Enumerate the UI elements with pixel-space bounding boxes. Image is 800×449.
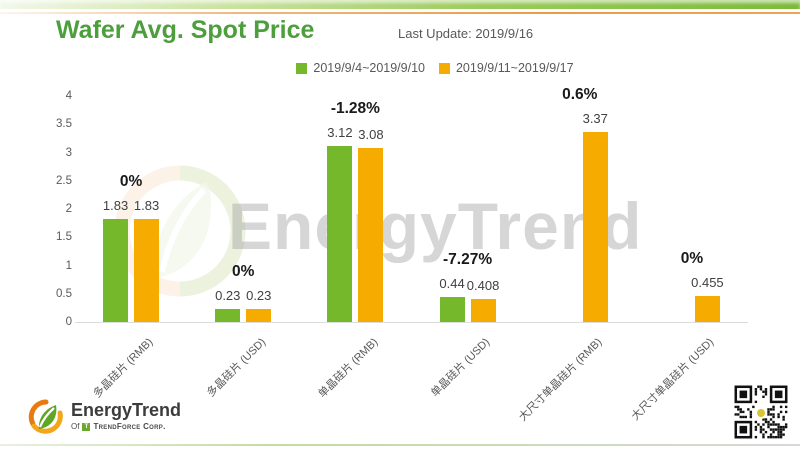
bar-value-label: 0.455 (691, 275, 724, 291)
bar-week2 (694, 296, 720, 322)
bar-week1 (103, 218, 129, 322)
bar-value-label: 0.44 (439, 276, 465, 292)
trendforce-mark-icon: T (82, 422, 91, 431)
legend-item-week1: 2019/9/4~2019/9/10 (296, 61, 425, 75)
bar-week2 (246, 309, 272, 322)
change-percent-label: -1.28% (330, 99, 380, 117)
bar-value-label: 1.83 (133, 197, 160, 213)
x-category-label: 大尺寸单晶硅片 (USD) (629, 336, 717, 423)
energytrend-logo-icon (28, 399, 63, 434)
x-category-label: 多晶硅片 (RMB) (91, 336, 156, 401)
x-category-label: 多晶硅片 (USD) (204, 336, 268, 400)
bar-week1 (215, 309, 241, 322)
legend-label-week1: 2019/9/4~2019/9/10 (313, 61, 425, 75)
bar-value-label: 0.23 (215, 288, 241, 303)
y-tick-label: 1.5 (56, 231, 72, 244)
bar-value-label: 3.08 (358, 126, 384, 142)
legend-label-week2: 2019/9/11~2019/9/17 (455, 61, 574, 75)
change-percent-label: 0.6% (562, 85, 598, 103)
y-tick-label: 4 (65, 90, 72, 102)
legend-swatch-green (296, 62, 308, 74)
footer-trendforce-label: TrendForce Corp. (93, 422, 166, 431)
chart-legend: 2019/9/4~2019/9/10 2019/9/11~2019/9/17 (35, 61, 800, 75)
bar-week1 (327, 145, 353, 322)
top-orange-line (0, 12, 800, 14)
footer-of-label: Of (71, 422, 80, 431)
y-tick-label: 3 (65, 146, 72, 159)
qr-code (732, 383, 790, 443)
footer-brand: EnergyTrend Of T TrendForce Corp. (28, 399, 181, 436)
bar-week2 (134, 218, 160, 322)
top-green-band (0, 0, 800, 9)
change-percent-label: 0% (680, 250, 704, 268)
x-category-label: 大尺寸单晶硅片 (RMB) (516, 336, 605, 424)
bar-value-label: 1.83 (102, 197, 129, 213)
change-percent-label: -7.27% (443, 251, 493, 269)
change-percent-label: 0% (232, 263, 255, 280)
page-title: Wafer Avg. Spot Price (56, 16, 315, 44)
bar-week2 (470, 298, 496, 322)
legend-swatch-orange (438, 62, 450, 74)
bar-week2 (582, 131, 608, 322)
bar-value-label: 0.408 (466, 277, 500, 293)
y-tick-label: 2.5 (56, 174, 72, 187)
footer-brand-name: EnergyTrend (71, 400, 182, 420)
bar-week2 (358, 147, 384, 322)
footer-subbrand: Of T TrendForce Corp. (71, 422, 181, 431)
bar-value-label: 0.23 (246, 288, 272, 303)
last-update-label: Last Update: 2019/9/16 (398, 26, 534, 41)
y-tick-label: 3.5 (56, 118, 72, 131)
y-tick-label: 1 (65, 259, 72, 272)
y-tick-label: 2 (65, 203, 72, 215)
x-axis-line (75, 322, 748, 323)
y-tick-label: 0 (65, 316, 72, 328)
change-percent-label: 0% (119, 172, 143, 190)
bar-week1 (439, 297, 465, 322)
legend-item-week2: 2019/9/11~2019/9/17 (438, 61, 574, 75)
x-category-label: 单晶硅片 (USD) (428, 336, 493, 400)
y-tick-label: 0.5 (56, 287, 72, 300)
bar-value-label: 3.37 (582, 110, 608, 126)
x-category-label: 单晶硅片 (RMB) (315, 336, 381, 401)
bar-value-label: 3.12 (327, 124, 353, 140)
bottom-green-line (0, 444, 800, 446)
